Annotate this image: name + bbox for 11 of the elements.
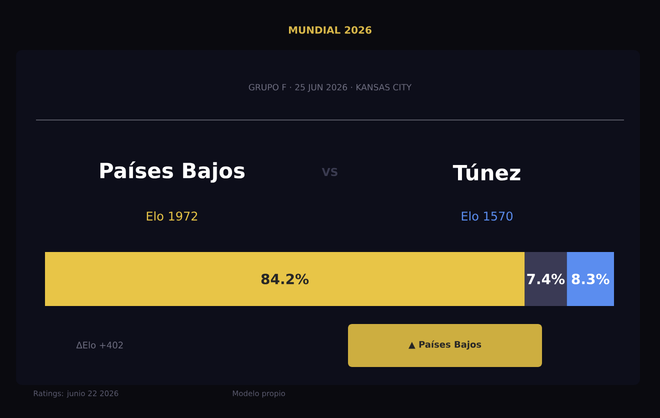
text: ▲ Países Bajos — [408, 340, 482, 350]
chart-subtitle: GRUPO F · 25 JUN 2026 · KANSAS CITY — [248, 84, 412, 92]
text: Túnez — [452, 163, 520, 181]
data-label: 84.2% — [261, 274, 309, 284]
text: Elo 1972 — [146, 211, 198, 221]
text: ΔElo +402 — [76, 342, 123, 348]
data-label: 8.3% — [572, 274, 610, 284]
data-label: 7.4% — [527, 274, 565, 284]
text: Elo 1570 — [462, 211, 513, 221]
text: Países Bajos — [100, 161, 245, 183]
chart-title: MUNDIAL 2026 — [288, 26, 372, 34]
